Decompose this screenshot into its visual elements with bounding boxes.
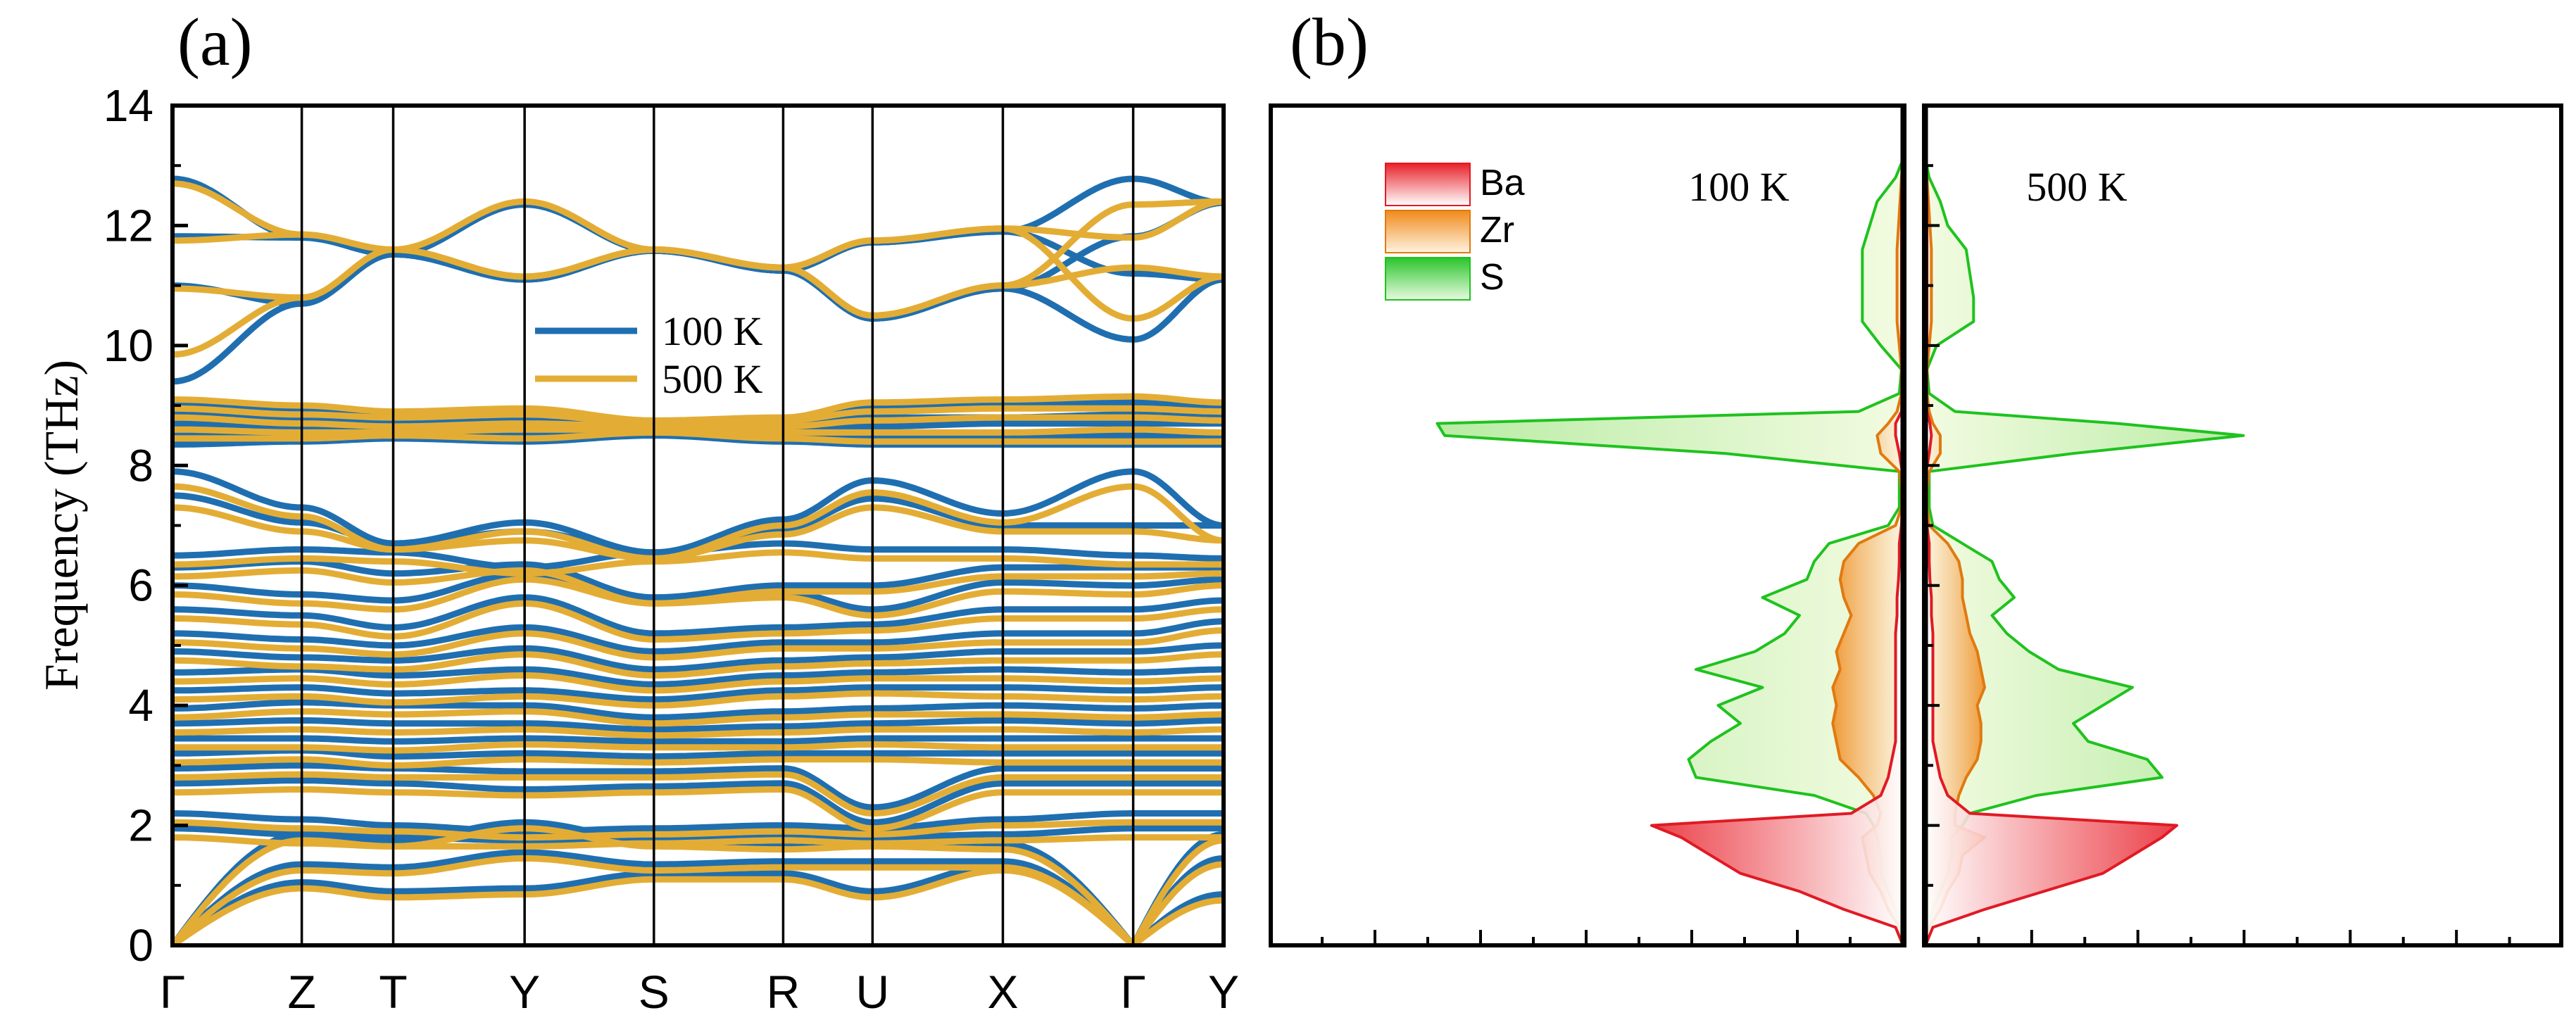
dispersion-panel: 0 2 4 6 8 10 12 14 Γ Z T Y S R U X Γ Y Frequency (THz) 1… bbox=[34, 80, 1239, 1018]
band-lines bbox=[172, 175, 1224, 945]
y-axis-title: Frequency (THz) bbox=[34, 360, 88, 691]
legend-label: S bbox=[1480, 257, 1504, 298]
band-line bbox=[172, 642, 1224, 673]
y-tick-label: 0 bbox=[128, 920, 153, 971]
band-line bbox=[172, 468, 1224, 556]
panel-temp-100k: 100 K bbox=[1688, 164, 1790, 210]
x-tick-label: Y bbox=[509, 966, 540, 1018]
band-line bbox=[172, 819, 1224, 841]
panel-temp-500k: 500 K bbox=[2026, 164, 2128, 210]
dos-100k bbox=[1435, 158, 1904, 945]
band-line bbox=[172, 651, 1224, 679]
legend-b: Ba Zr S bbox=[1385, 163, 1525, 301]
x-tick-label: X bbox=[987, 966, 1018, 1018]
legend-label: Ba bbox=[1480, 163, 1525, 203]
band-line bbox=[172, 618, 1224, 655]
band-line bbox=[172, 762, 1224, 811]
band-line bbox=[172, 504, 1224, 562]
band-line bbox=[172, 405, 1224, 427]
band-line bbox=[172, 414, 1224, 430]
y-tick-label: 8 bbox=[128, 440, 153, 491]
band-line bbox=[172, 627, 1224, 661]
legend-swatch bbox=[1385, 210, 1471, 253]
legend-label: Zr bbox=[1480, 210, 1514, 251]
band-line bbox=[172, 199, 1224, 322]
band-line bbox=[172, 810, 1224, 835]
x-tick-label: U bbox=[856, 966, 890, 1018]
band-line bbox=[172, 429, 1224, 445]
band-line bbox=[172, 708, 1224, 727]
band-line bbox=[172, 684, 1224, 703]
panel-b-label: (b) bbox=[1290, 4, 1369, 80]
band-line bbox=[172, 225, 1224, 358]
band-line bbox=[172, 741, 1224, 754]
x-tick-label: Z bbox=[287, 966, 315, 1018]
x-tick-label: Γ bbox=[1120, 966, 1145, 1018]
band-line bbox=[172, 666, 1224, 688]
band-line bbox=[172, 246, 1224, 319]
band-line bbox=[172, 426, 1224, 436]
acoustic-band-line bbox=[172, 825, 1224, 945]
band-line bbox=[172, 576, 1224, 619]
y-tick-label: 6 bbox=[128, 560, 153, 611]
x-tick-label: Γ bbox=[160, 966, 185, 1018]
dos-panel: 100 K 500 K Ba Zr S bbox=[1269, 103, 2563, 947]
high-symmetry-lines bbox=[300, 106, 1135, 945]
y-tick-label: 2 bbox=[128, 800, 153, 851]
band-line bbox=[172, 690, 1224, 709]
band-line bbox=[172, 672, 1224, 694]
band-line bbox=[172, 735, 1224, 745]
band-line bbox=[172, 756, 1224, 769]
band-line bbox=[172, 600, 1224, 643]
y-axis: 0 2 4 6 8 10 12 14 bbox=[103, 80, 188, 971]
band-line bbox=[172, 747, 1224, 760]
band-line bbox=[172, 594, 1224, 637]
legend-swatch bbox=[1385, 257, 1471, 301]
panel-a-label: (a) bbox=[177, 4, 253, 80]
y-tick-label: 14 bbox=[103, 80, 153, 131]
band-line bbox=[172, 726, 1224, 739]
y-tick-label: 4 bbox=[128, 680, 153, 731]
band-line bbox=[172, 771, 1224, 817]
x-tick-label: T bbox=[379, 966, 407, 1018]
legend-label: 100 K bbox=[662, 308, 763, 354]
legend-swatch bbox=[1385, 163, 1471, 206]
acoustic-band-line bbox=[172, 849, 1224, 945]
y-tick-label: 10 bbox=[103, 320, 153, 371]
band-line bbox=[172, 483, 1224, 562]
band-line bbox=[172, 699, 1224, 721]
x-tick-label: Y bbox=[1208, 966, 1239, 1018]
band-line bbox=[172, 777, 1224, 826]
series-500k bbox=[172, 180, 1224, 945]
legend-label: 500 K bbox=[662, 356, 763, 402]
dos-ticks bbox=[1321, 104, 2511, 947]
acoustic-band-line bbox=[172, 867, 1224, 945]
x-tick-label: R bbox=[767, 966, 800, 1018]
band-line bbox=[172, 786, 1224, 832]
dos-500k bbox=[1924, 158, 2245, 945]
y-tick-label: 12 bbox=[103, 200, 153, 251]
band-line bbox=[172, 717, 1224, 733]
band-line bbox=[172, 549, 1224, 577]
x-tick-label: S bbox=[639, 966, 670, 1018]
